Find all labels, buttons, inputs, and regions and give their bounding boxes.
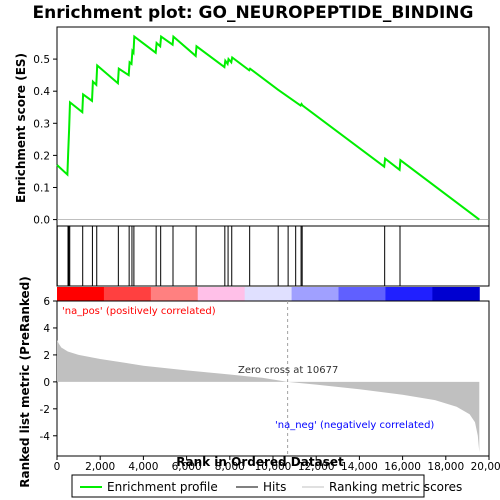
rank-heatbar: [57, 287, 480, 301]
enrichment-profile-line: [56, 34, 480, 221]
ranked-y-axis: -4 -2 0 2 4 6: [40, 296, 57, 443]
ranked-y-tick-label: 6: [43, 296, 50, 308]
legend: Enrichment profile Hits Ranking metric sco…: [80, 480, 462, 494]
es-y-tick-label: 0.1: [33, 182, 50, 194]
ranking-metric-area: [57, 340, 480, 452]
es-y-tick-label: 0.3: [33, 118, 50, 130]
chart-title: Enrichment plot: GO_NEUROPEPTIDE_BINDING: [33, 3, 474, 23]
ranked-y-tick-label: -4: [40, 431, 51, 443]
ranked-y-tick-label: 0: [43, 377, 50, 389]
na-neg-label: 'na_neg' (negatively correlated): [275, 420, 434, 431]
legend-box: [71, 474, 425, 498]
na-pos-label: 'na_pos' (positively correlated): [62, 306, 216, 317]
ranked-y-tick-label: 4: [43, 323, 50, 335]
ranked-x-tick-label: 12,000: [298, 461, 335, 473]
ranked-x-tick-label: 14,000: [341, 461, 378, 473]
es-y-tick-label: 0.2: [33, 150, 50, 162]
es-y-tick-label: 0.5: [33, 54, 50, 66]
hits-marks: [56, 226, 401, 286]
es-y-axis-label: Enrichment score (ES): [14, 53, 28, 203]
legend-label: Ranking metric scores: [329, 480, 462, 494]
ranked-y-tick-label: 2: [43, 350, 50, 362]
heatbar-segment: [385, 287, 433, 301]
heatbar-segment: [150, 287, 199, 301]
ranked-y-tick-label: -2: [40, 404, 50, 416]
es-y-tick-label: 0.4: [33, 86, 50, 98]
es-y-tick-label: 0.0: [33, 215, 50, 227]
ranked-x-axis: 0 2,000 4,000 6,000 8,000 10,000 12,000 14,000 1…: [54, 456, 500, 473]
ranked-x-tick-label: 4,000: [128, 461, 158, 473]
ranked-x-tick-label: 18,000: [427, 461, 464, 473]
ranked-x-tick-label: 2,000: [85, 461, 115, 473]
ranked-x-tick-label: 0: [54, 461, 61, 473]
heatbar-segment: [57, 287, 105, 301]
hits-panel-frame: [56, 225, 490, 287]
ranked-x-axis-label: Rank in Ordered Dataset: [176, 455, 344, 469]
heatbar-segment: [197, 287, 246, 301]
legend-label: Enrichment profile: [107, 480, 218, 494]
ranked-x-tick-label: 20,000: [471, 461, 500, 473]
ranked-x-tick-label: 6,000: [172, 461, 202, 473]
ranked-x-tick-label: 8,000: [215, 461, 245, 473]
zero-cross-label: Zero cross at 10677: [238, 365, 338, 376]
heatbar-segment: [291, 287, 340, 301]
ranked-x-tick-label: 16,000: [384, 461, 421, 473]
ranked-x-tick-label: 10,000: [255, 461, 292, 473]
es-y-axis: 0.0 0.1 0.2 0.3 0.4 0.5: [33, 54, 57, 227]
ranked-y-axis-label: Ranked list metric (PreRanked): [18, 276, 32, 488]
legend-label: Hits: [263, 480, 286, 494]
heatbar-segment: [244, 287, 293, 301]
heatbar-segment: [432, 287, 480, 301]
es-panel-frame: [56, 26, 490, 227]
heatbar-segment: [103, 287, 152, 301]
heatbar-segment: [338, 287, 386, 301]
